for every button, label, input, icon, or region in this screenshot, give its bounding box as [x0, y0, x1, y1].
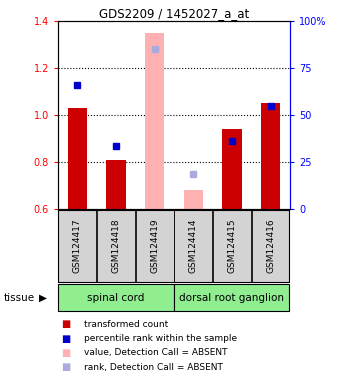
Text: GSM124417: GSM124417 — [73, 218, 82, 273]
Bar — [136, 210, 174, 281]
Text: transformed count: transformed count — [84, 320, 168, 329]
Bar — [58, 210, 96, 281]
Bar — [58, 284, 174, 311]
Text: GSM124418: GSM124418 — [112, 218, 120, 273]
Text: ■: ■ — [61, 319, 71, 329]
Text: value, Detection Call = ABSENT: value, Detection Call = ABSENT — [84, 348, 227, 358]
Bar — [174, 210, 212, 281]
Text: percentile rank within the sample: percentile rank within the sample — [84, 334, 237, 343]
Text: GSM124419: GSM124419 — [150, 218, 159, 273]
Text: dorsal root ganglion: dorsal root ganglion — [179, 293, 284, 303]
Bar — [213, 210, 251, 281]
Text: GSM124416: GSM124416 — [266, 218, 275, 273]
Text: tissue: tissue — [3, 293, 34, 303]
Bar — [252, 210, 290, 281]
Bar — [68, 108, 87, 209]
Text: ■: ■ — [61, 362, 71, 372]
Bar — [222, 129, 241, 209]
Bar — [106, 160, 125, 209]
Text: rank, Detection Call = ABSENT: rank, Detection Call = ABSENT — [84, 362, 222, 372]
Title: GDS2209 / 1452027_a_at: GDS2209 / 1452027_a_at — [99, 7, 249, 20]
Bar — [145, 33, 164, 209]
Text: spinal cord: spinal cord — [87, 293, 145, 303]
Bar — [174, 284, 290, 311]
Text: ▶: ▶ — [39, 293, 47, 303]
Text: GSM124415: GSM124415 — [227, 218, 236, 273]
Bar — [183, 190, 203, 209]
Text: ■: ■ — [61, 334, 71, 344]
Text: ■: ■ — [61, 348, 71, 358]
Bar — [261, 103, 280, 209]
Bar — [97, 210, 135, 281]
Text: GSM124414: GSM124414 — [189, 218, 198, 273]
